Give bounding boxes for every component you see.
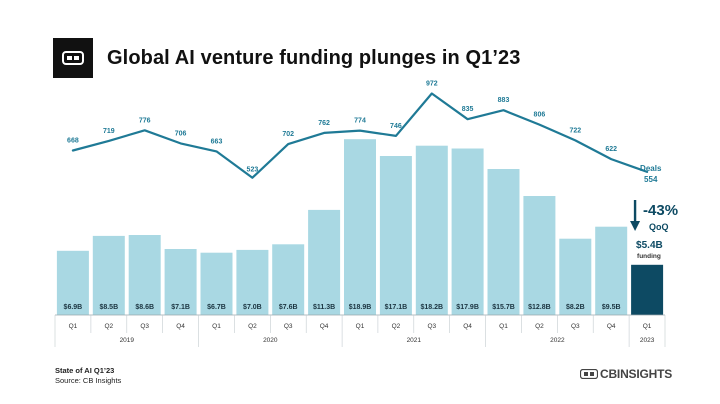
quarter-tick-label: Q4 — [176, 323, 185, 330]
quarter-tick-label: Q1 — [643, 323, 652, 330]
cbinsights-mark-icon — [580, 369, 598, 379]
year-group-label: 2021 — [407, 337, 422, 344]
quarter-tick-label: Q4 — [607, 323, 616, 330]
deals-value-label: 523 — [247, 167, 259, 174]
funding-bar — [92, 235, 125, 315]
funding-callout-value: $5.4B — [636, 240, 663, 251]
quarter-tick-label: Q3 — [427, 323, 436, 330]
funding-bar — [487, 169, 520, 315]
qoq-change-value: -43% — [643, 202, 678, 219]
brand-name: CBINSIGHTS — [600, 367, 673, 381]
deals-value-label: 776 — [139, 117, 151, 124]
funding-value-label: $8.6B — [135, 304, 154, 311]
year-group-label: 2023 — [640, 337, 655, 344]
year-group-label: 2019 — [120, 337, 135, 344]
deals-value-label: 663 — [211, 138, 223, 145]
funding-bar — [164, 249, 197, 315]
deals-value-label: 774 — [354, 118, 366, 125]
quarter-tick-label: Q4 — [320, 323, 329, 330]
year-group-label: 2020 — [263, 337, 278, 344]
quarter-tick-label: Q2 — [104, 323, 113, 330]
deals-value-label: 883 — [498, 97, 510, 104]
funding-value-label: $7.0B — [243, 304, 262, 311]
cbinsights-brand: CBINSIGHTS — [580, 367, 672, 381]
deals-line — [71, 92, 649, 179]
funding-value-label: $6.9B — [64, 304, 83, 311]
quarter-tick-label: Q2 — [535, 323, 544, 330]
funding-value-label: $9.5B — [602, 304, 621, 311]
deals-value-label: 746 — [390, 123, 402, 130]
funding-bar — [415, 145, 448, 315]
footer-credits: State of AI Q1’23 Source: CB Insights — [55, 366, 121, 386]
deals-value-label: 706 — [175, 130, 187, 137]
qoq-change-unit: QoQ — [649, 222, 669, 232]
year-group-label: 2022 — [550, 337, 565, 344]
deals-value-label: 835 — [462, 106, 474, 113]
funding-value-label: $6.7B — [207, 304, 226, 311]
funding-bar — [595, 226, 628, 315]
funding-bar — [200, 252, 233, 315]
funding-value-label: $8.2B — [566, 304, 585, 311]
funding-value-label: $15.7B — [492, 304, 515, 311]
deals-value-label: 668 — [67, 138, 79, 145]
deals-value-label: 719 — [103, 128, 115, 135]
quarter-tick-label: Q3 — [140, 323, 149, 330]
quarter-tick-label: Q4 — [463, 323, 472, 330]
source-note: Source: CB Insights — [55, 376, 122, 385]
funding-value-label: $11.3B — [313, 304, 335, 311]
funding-value-label: $7.1B — [171, 304, 190, 311]
chart-header: Global AI venture funding plunges in Q1’… — [53, 38, 521, 78]
quarter-tick-label: Q3 — [571, 323, 580, 330]
quarter-tick-label: Q3 — [284, 323, 293, 330]
funding-bar — [344, 139, 376, 315]
funding-bar — [56, 250, 89, 315]
funding-bar — [451, 148, 484, 315]
funding-bar — [631, 264, 664, 315]
funding-callout-label: funding — [637, 253, 661, 260]
quarter-tick-label: Q1 — [356, 323, 365, 330]
funding-bar — [236, 249, 269, 315]
funding-bar — [559, 238, 592, 315]
deals-callout-label: Deals — [640, 164, 662, 173]
funding-value-label: $17.9B — [456, 304, 479, 311]
funding-bar — [128, 235, 161, 315]
chart-title: Global AI venture funding plunges in Q1’… — [107, 46, 521, 69]
funding-value-label: $18.2B — [421, 304, 444, 311]
deals-callout-value: 554 — [644, 175, 658, 184]
quarter-tick-label: Q1 — [499, 323, 508, 330]
funding-value-label: $12.8B — [528, 304, 551, 311]
funding-bar — [308, 209, 341, 315]
deals-value-label: 702 — [282, 131, 294, 138]
deals-value-label: 762 — [318, 120, 330, 127]
funding-value-label: $7.6B — [279, 304, 298, 311]
funding-bar — [272, 244, 305, 315]
deals-value-label: 622 — [605, 146, 617, 153]
deals-value-label: 972 — [426, 81, 438, 88]
cb-logo-icon — [53, 38, 93, 78]
funding-bar — [379, 156, 412, 315]
funding-value-label: $17.1B — [385, 304, 408, 311]
quarter-tick-label: Q1 — [212, 323, 221, 330]
report-name: State of AI Q1’23 — [55, 366, 115, 375]
quarter-tick-label: Q2 — [392, 323, 401, 330]
quarter-tick-label: Q2 — [248, 323, 257, 330]
funding-value-label: $18.9B — [349, 304, 372, 311]
deals-value-label: 806 — [534, 112, 546, 119]
funding-bar — [523, 196, 556, 315]
quarter-tick-label: Q1 — [69, 323, 78, 330]
deals-value-label: 722 — [569, 127, 581, 134]
down-arrow-head-icon — [630, 221, 641, 231]
funding-value-label: $8.5B — [99, 304, 118, 311]
